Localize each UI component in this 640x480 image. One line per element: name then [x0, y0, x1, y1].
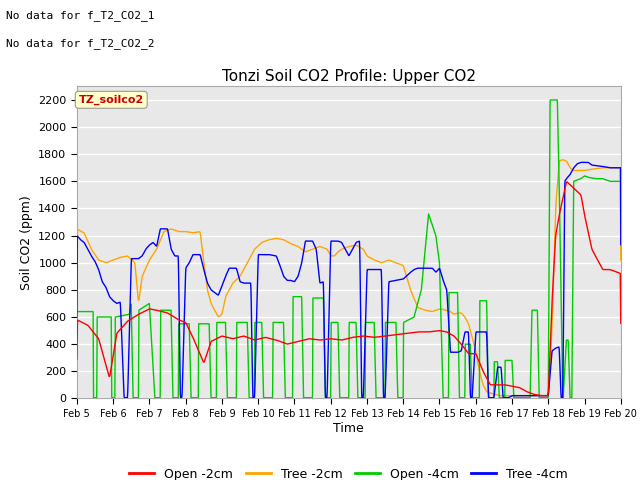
Text: No data for f_T2_CO2_1: No data for f_T2_CO2_1: [6, 10, 155, 21]
X-axis label: Time: Time: [333, 421, 364, 434]
Legend: Open -2cm, Tree -2cm, Open -4cm, Tree -4cm: Open -2cm, Tree -2cm, Open -4cm, Tree -4…: [124, 463, 573, 480]
Y-axis label: Soil CO2 (ppm): Soil CO2 (ppm): [20, 195, 33, 290]
Title: Tonzi Soil CO2 Profile: Upper CO2: Tonzi Soil CO2 Profile: Upper CO2: [222, 69, 476, 84]
Text: No data for f_T2_CO2_2: No data for f_T2_CO2_2: [6, 38, 155, 49]
Text: TZ_soilco2: TZ_soilco2: [79, 95, 144, 105]
